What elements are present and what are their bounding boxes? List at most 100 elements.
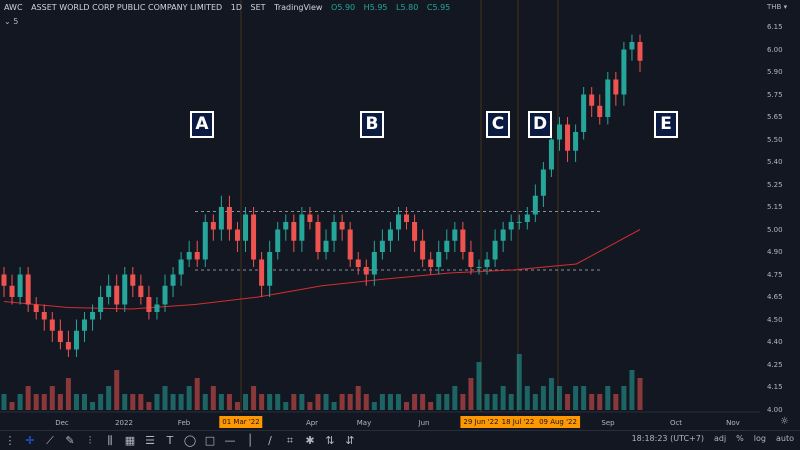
candle-body	[412, 222, 418, 241]
volume-bar	[428, 402, 434, 410]
percent-toggle[interactable]: %	[736, 434, 744, 443]
time-highlight: 01 Mar '22	[219, 416, 263, 428]
currency-label[interactable]: THB ▾	[767, 3, 788, 11]
volume-bar	[613, 394, 619, 410]
horizontal-line-icon[interactable]: —	[224, 434, 236, 447]
rectangle-icon[interactable]: □	[204, 434, 216, 447]
volume-bar	[259, 394, 265, 410]
candle-body	[621, 49, 627, 95]
exchange: SET	[250, 3, 266, 12]
candle-body	[210, 222, 216, 230]
candle-body	[315, 222, 321, 252]
lines-icon[interactable]: ☰	[145, 434, 155, 447]
candle-body	[106, 285, 112, 297]
short-position-icon[interactable]: ⇵	[345, 434, 355, 447]
volume-bar	[460, 394, 466, 410]
brush-icon[interactable]: ✎	[65, 434, 75, 447]
volume-bar	[73, 394, 79, 410]
price-tick: 4.65	[767, 293, 783, 301]
volume-bar	[138, 394, 144, 410]
candle-body	[9, 285, 15, 297]
volume-bar	[331, 402, 337, 410]
time-tick: Feb	[177, 419, 191, 427]
candle-body	[516, 222, 522, 223]
annotation-b: B	[360, 111, 384, 138]
volume-bar	[218, 394, 224, 410]
volume-bar	[468, 378, 474, 410]
price-tick: 5.15	[767, 203, 783, 211]
volume-bar	[355, 386, 361, 410]
vertical-line-icon[interactable]: │	[246, 434, 254, 447]
volume-bar	[17, 394, 23, 410]
volume-bar	[65, 378, 71, 410]
candle-body	[548, 139, 554, 170]
volume-bar	[226, 394, 232, 410]
adj-toggle[interactable]: adj	[713, 434, 727, 443]
volume-bar	[130, 394, 136, 410]
volume-bar	[186, 386, 192, 410]
volume-bar	[106, 386, 112, 410]
pattern-icon[interactable]: ▦	[124, 434, 136, 447]
candle-body	[57, 330, 63, 342]
candle-body	[581, 94, 587, 132]
settings-icon[interactable]: ☼	[780, 416, 789, 427]
candle-body	[186, 252, 192, 260]
crosshair-icon[interactable]: ✛	[25, 434, 35, 447]
annotation-e: E	[654, 111, 678, 138]
candle-body	[202, 222, 208, 260]
candle-body	[323, 240, 329, 252]
annotation-c: C	[486, 111, 510, 138]
candle-body	[532, 195, 538, 215]
long-position-icon[interactable]: ⇅	[325, 434, 335, 447]
ellipse-icon[interactable]: ◯	[183, 434, 197, 447]
candle-body	[452, 229, 458, 241]
price-tick: 4.00	[767, 405, 783, 414]
volume-bar	[548, 378, 554, 410]
volume-bar	[90, 402, 96, 410]
candle-body	[218, 207, 224, 230]
pitchfork-icon[interactable]: ⫶	[88, 433, 92, 447]
volume-bar	[476, 362, 482, 410]
volume-bar	[267, 394, 273, 410]
trendline-icon[interactable]: ⟋	[46, 433, 54, 447]
volume-bar	[565, 394, 571, 410]
volume-bar	[114, 370, 120, 410]
price-tick: 4.90	[767, 248, 783, 256]
time-highlight: 29 Jun '22	[460, 416, 502, 428]
indicators-toggle[interactable]: ⌄ 5	[4, 17, 19, 26]
interval[interactable]: 1D	[230, 3, 242, 12]
candle-body	[565, 124, 571, 151]
volume-bar	[516, 354, 522, 410]
candle-body	[226, 207, 232, 230]
candle-body	[637, 42, 643, 61]
open-value: O5.90	[331, 3, 356, 12]
volume-bar	[82, 394, 88, 410]
volume-bar	[412, 394, 418, 410]
candle-body	[395, 214, 401, 230]
candle-body	[371, 252, 377, 275]
price-chart[interactable]	[0, 0, 760, 430]
magnet-icon[interactable]: ✱	[305, 434, 315, 447]
fib-icon[interactable]: ⫼	[107, 433, 113, 447]
volume-bar	[275, 394, 281, 410]
volume-bar	[363, 394, 369, 410]
candle-body	[170, 274, 176, 286]
candle-body	[379, 240, 385, 252]
time-tick: Nov	[726, 419, 740, 427]
candle-body	[597, 105, 603, 117]
volume-bar	[532, 394, 538, 410]
drawing-toolbar: ⋮ ✛ ⟋ ✎ ⫶ ⫼ ▦ ☰ T ◯ □ — │ ∕ ⌗ ✱ ⇅ ⇵	[0, 430, 800, 450]
price-tick: 5.75	[767, 90, 783, 99]
candle-body	[355, 259, 361, 267]
drag-handle-icon[interactable]: ⋮	[4, 434, 16, 447]
symbol-legend: AWC ASSET WORLD CORP PUBLIC COMPANY LIMI…	[4, 3, 456, 12]
volume-bar	[387, 394, 393, 410]
volume-bar	[395, 394, 401, 410]
auto-toggle[interactable]: auto	[775, 434, 794, 443]
log-toggle[interactable]: log	[753, 434, 766, 443]
volume-bar	[194, 378, 200, 410]
text-icon[interactable]: T	[166, 434, 174, 447]
measure-icon[interactable]: ⌗	[286, 433, 294, 447]
volume-bar	[500, 386, 506, 410]
ray-icon[interactable]: ∕	[268, 434, 272, 447]
